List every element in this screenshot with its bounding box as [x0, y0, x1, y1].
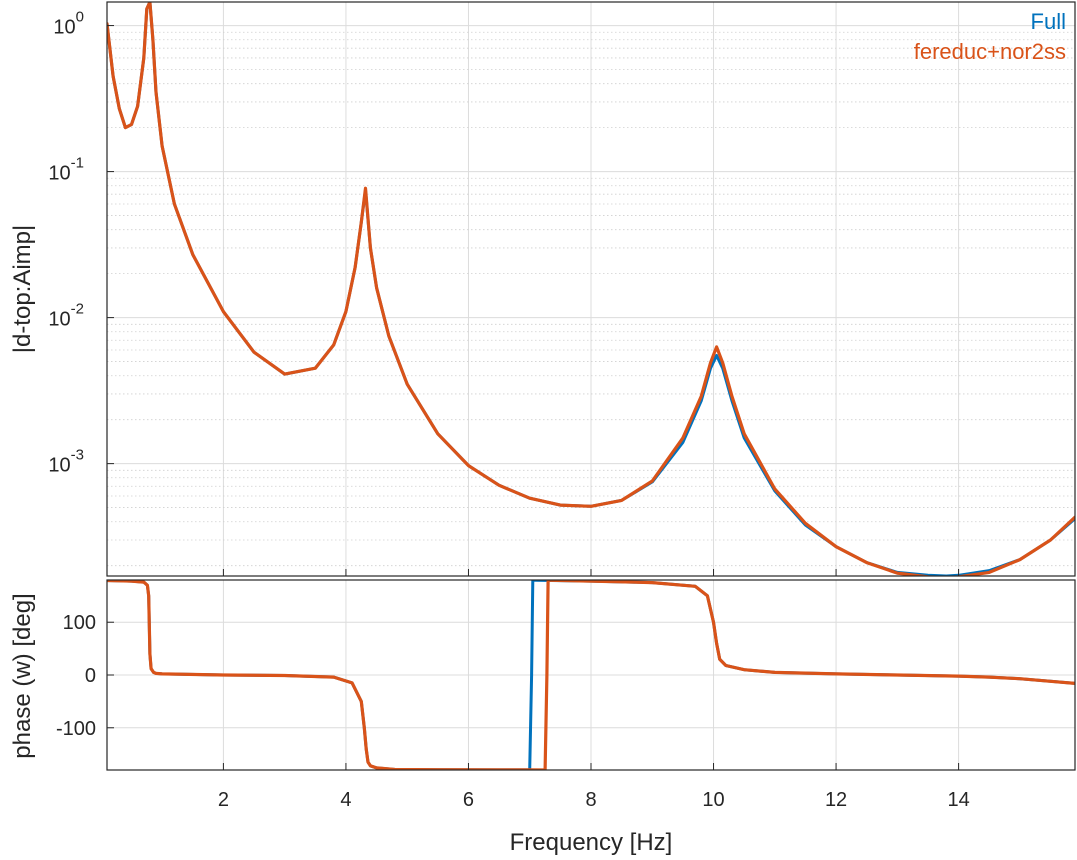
x-tick-label: 12 [825, 789, 847, 811]
x-tick-label: 4 [340, 789, 351, 811]
phase-tick-labels: 100 0 -100 [56, 612, 114, 740]
legend-entry-full: Full [1031, 9, 1066, 34]
x-tick-label: 10 [702, 789, 724, 811]
phase-ytick-label: 0 [85, 665, 96, 687]
x-tick-label: 14 [947, 789, 969, 811]
legend: Full fereduc+nor2ss [914, 9, 1066, 64]
x-axis-label: Frequency [Hz] [510, 829, 673, 856]
x-tick-label: 6 [463, 789, 474, 811]
phase-panel: 100 0 -100 phase (w) [deg] [9, 579, 1076, 771]
magnitude-series-line-fereduc [107, 2, 1075, 576]
magnitude-ytick-exponent: -1 [71, 155, 84, 172]
x-tick-label: 8 [585, 789, 596, 811]
magnitude-ytick-label: 10-3 [48, 447, 84, 477]
magnitude-lines [107, 2, 1075, 576]
magnitude-ytick-label: 10-2 [48, 301, 84, 331]
legend-entry-fereduc: fereduc+nor2ss [914, 39, 1066, 64]
phase-ytick-label: 100 [63, 612, 96, 634]
magnitude-ytick-label: 100 [53, 9, 84, 39]
phase-ylabel: phase (w) [deg] [9, 593, 36, 758]
x-tick-label: 2 [218, 789, 229, 811]
magnitude-ylabel: |d-top:Aimp| [9, 225, 36, 354]
magnitude-ytick-exponent: -2 [71, 301, 84, 318]
magnitude-ytick-exponent: 0 [76, 9, 84, 26]
x-tick-labels: 2 4 6 8 10 12 14 [218, 569, 970, 811]
magnitude-tick-labels: 100 10-1 10-2 10-3 [48, 9, 114, 477]
magnitude-panel: 100 10-1 10-2 10-3 |d-top:Aimp| [9, 1, 1076, 577]
magnitude-ytick-exponent: -3 [71, 447, 84, 464]
magnitude-ytick-label: 10-1 [48, 155, 84, 185]
phase-ytick-label: -100 [56, 718, 96, 740]
